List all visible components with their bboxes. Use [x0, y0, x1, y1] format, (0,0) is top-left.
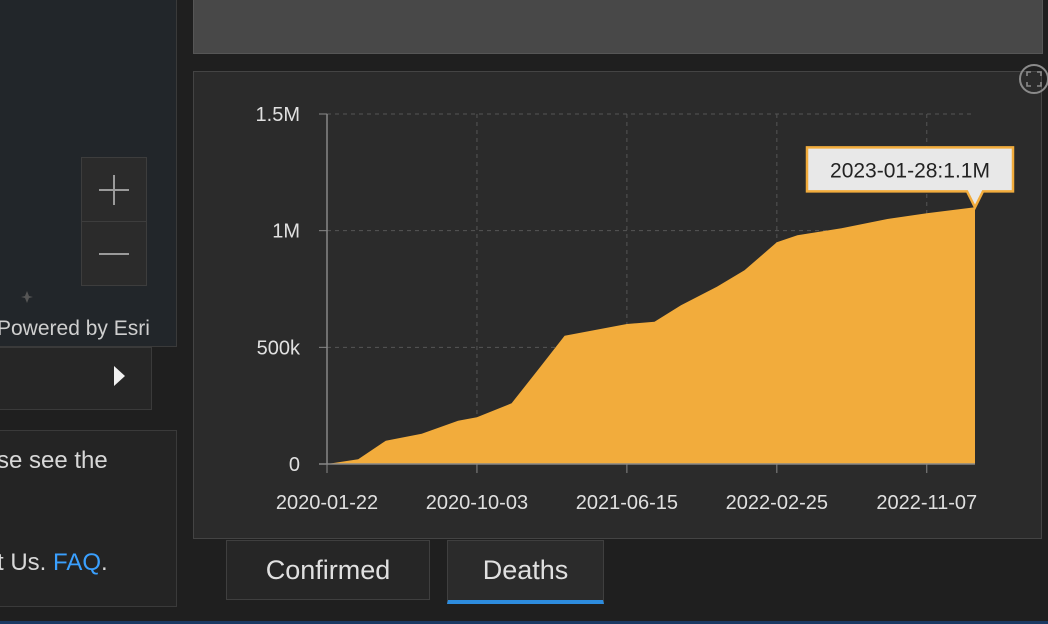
tab-confirmed[interactable]: Confirmed: [226, 540, 430, 600]
x-tick-label: 2020-01-22: [276, 492, 378, 514]
faq-link[interactable]: FAQ: [53, 549, 102, 576]
chart-tooltip-label: 2023-01-28:1.1M: [830, 159, 990, 182]
zoom-in-button[interactable]: [82, 158, 146, 221]
info-text-prefix: t Us.: [0, 549, 47, 576]
top-panel: [193, 0, 1043, 54]
caret-right-icon: [114, 366, 125, 386]
plus-icon: [99, 174, 129, 205]
minus-icon: [99, 239, 129, 269]
expand-panel-button[interactable]: [0, 347, 152, 410]
expand-icon: [1026, 71, 1042, 87]
map-marker-icon: [21, 291, 33, 303]
info-text-line: se see the: [0, 447, 108, 474]
info-text-line: t Us. FAQ.: [0, 549, 108, 577]
x-tick-label: 2022-02-25: [726, 492, 828, 514]
bottom-border: [0, 621, 1048, 624]
info-text-suffix: .: [101, 549, 108, 576]
info-panel: se see the t Us. FAQ.: [0, 430, 177, 607]
map-panel[interactable]: Powered by Esri: [0, 0, 177, 347]
tab-deaths[interactable]: Deaths: [447, 540, 604, 604]
x-tick-label: 2020-10-03: [426, 492, 528, 514]
zoom-controls: [81, 157, 147, 286]
zoom-out-button[interactable]: [82, 221, 146, 285]
y-tick-label: 1.5M: [256, 104, 300, 126]
chart-tooltip: [805, 146, 1015, 211]
fullscreen-button[interactable]: [1019, 64, 1048, 94]
deaths-area-series: [327, 207, 975, 465]
y-tick-label: 0: [289, 454, 300, 476]
map-attribution: Powered by Esri: [0, 317, 150, 340]
x-tick-label: 2021-06-15: [576, 492, 678, 514]
y-tick-label: 1M: [272, 221, 300, 243]
x-tick-label: 2022-11-07: [876, 492, 977, 514]
deaths-chart: 0 500k 1M 1.5M 2020-01-22 2020-10-03 2021-06-1…: [256, 104, 1015, 514]
y-tick-label: 500k: [257, 337, 301, 359]
